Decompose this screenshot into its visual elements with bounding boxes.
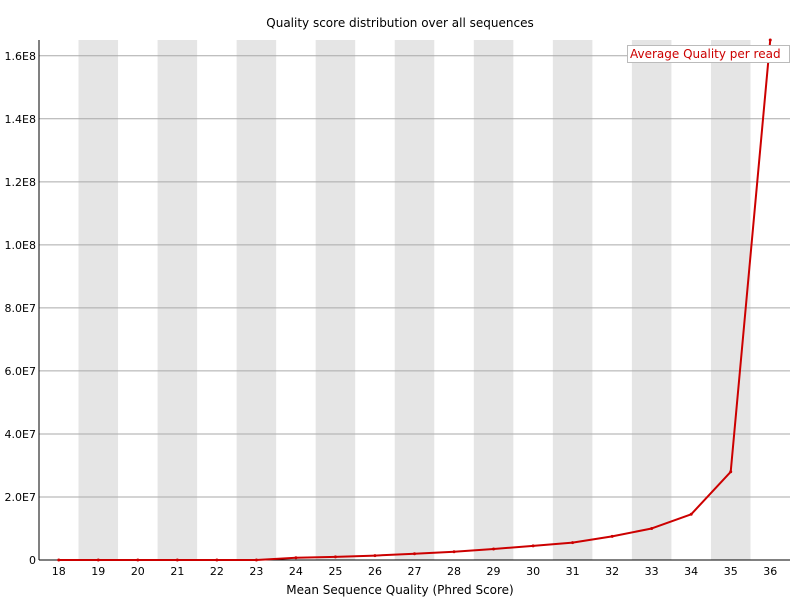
x-tick-label: 21 <box>170 565 184 578</box>
x-tick-label: 30 <box>526 565 540 578</box>
x-tick-label: 29 <box>487 565 501 578</box>
background-band <box>631 40 672 560</box>
data-point <box>729 470 733 474</box>
x-tick-label: 36 <box>763 565 777 578</box>
data-point <box>254 558 258 562</box>
background-band <box>710 40 751 560</box>
x-tick-label: 25 <box>328 565 342 578</box>
background-band <box>78 40 119 560</box>
data-point <box>610 534 614 538</box>
data-point <box>452 550 456 554</box>
background-band <box>473 40 514 560</box>
background-band <box>315 40 356 560</box>
data-point <box>571 541 575 545</box>
data-point <box>96 558 100 562</box>
legend-entry: Average Quality per read <box>627 45 790 63</box>
x-tick-label: 26 <box>368 565 382 578</box>
y-tick-label: 0 <box>29 554 36 567</box>
data-point <box>531 544 535 548</box>
data-point <box>413 552 416 556</box>
y-tick-label: 4.0E7 <box>5 428 36 441</box>
x-tick-label: 24 <box>289 565 303 578</box>
x-tick-label: 18 <box>52 565 66 578</box>
data-point <box>373 554 377 558</box>
data-point <box>689 512 693 516</box>
data-point <box>650 526 654 530</box>
x-tick-label: 20 <box>131 565 145 578</box>
data-point <box>215 558 219 562</box>
y-tick-label: 1.0E8 <box>5 239 36 252</box>
y-tick-label: 1.6E8 <box>5 50 36 63</box>
data-point <box>768 38 772 42</box>
y-tick-label: 2.0E7 <box>5 491 36 504</box>
x-tick-label: 31 <box>566 565 580 578</box>
y-tick-label: 1.2E8 <box>5 176 36 189</box>
y-tick-label: 1.4E8 <box>5 113 36 126</box>
data-point <box>492 547 496 551</box>
data-point <box>136 558 140 562</box>
background-band <box>394 40 435 560</box>
x-tick-label: 34 <box>684 565 698 578</box>
x-tick-label: 23 <box>249 565 263 578</box>
y-tick-label: 6.0E7 <box>5 365 36 378</box>
x-tick-label: 32 <box>605 565 619 578</box>
x-axis-label: Mean Sequence Quality (Phred Score) <box>286 583 514 597</box>
data-point <box>175 558 179 562</box>
background-band <box>157 40 198 560</box>
background-band <box>236 40 277 560</box>
data-point <box>57 558 61 562</box>
x-tick-label: 27 <box>408 565 422 578</box>
x-tick-label: 35 <box>724 565 738 578</box>
data-point <box>294 556 298 560</box>
background-band <box>552 40 593 560</box>
x-tick-label: 19 <box>91 565 105 578</box>
chart-title: Quality score distribution over all sequ… <box>266 16 534 30</box>
data-point <box>333 555 337 559</box>
x-tick-label: 28 <box>447 565 461 578</box>
x-tick-label: 33 <box>645 565 659 578</box>
x-tick-label: 22 <box>210 565 224 578</box>
y-tick-label: 8.0E7 <box>5 302 36 315</box>
